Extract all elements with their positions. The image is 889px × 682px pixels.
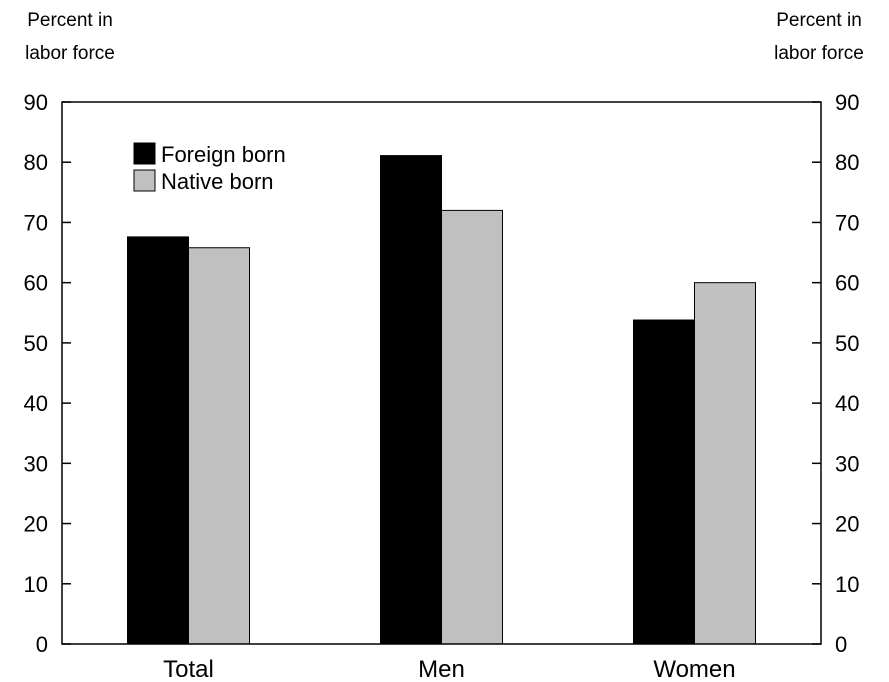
right-tick-label: 90 <box>835 90 859 115</box>
right-tick-label: 50 <box>835 331 859 356</box>
right-tick-label: 20 <box>835 512 859 537</box>
legend: Foreign born Native born <box>133 142 286 194</box>
legend-swatch-native-born <box>133 169 156 192</box>
left-tick-label: 0 <box>36 632 48 657</box>
bar-group <box>127 155 756 645</box>
legend-swatch-foreign-born <box>133 142 156 165</box>
left-axis-title-line1: Percent in <box>27 10 113 31</box>
left-tick-label: 90 <box>24 90 48 115</box>
right-tick-label: 80 <box>835 150 859 175</box>
bar-native-born-women <box>694 282 756 645</box>
left-tick-label: 50 <box>24 331 48 356</box>
bar-foreign-born-men <box>380 155 442 645</box>
plot-frame <box>61 101 822 645</box>
category-label-men: Men <box>418 656 465 682</box>
right-axis-title-line1: Percent in <box>776 10 862 31</box>
bar-native-born-total <box>188 247 250 645</box>
right-tick-label: 70 <box>835 210 859 235</box>
bar-foreign-born-total <box>127 236 189 645</box>
left-tick-label: 80 <box>24 150 48 175</box>
category-label-group: Total Men Women <box>163 656 735 682</box>
legend-label-foreign-born: Foreign born <box>161 142 286 167</box>
legend-label-native-born: Native born <box>161 169 274 194</box>
right-axis-title-line2: labor force <box>774 43 864 64</box>
right-tick-label: 30 <box>835 451 859 476</box>
left-tick-label: 60 <box>24 271 48 296</box>
bar-native-born-men <box>441 209 503 645</box>
bar-foreign-born-women <box>633 319 695 645</box>
left-tick-label: 40 <box>24 391 48 416</box>
category-label-total: Total <box>163 656 214 682</box>
left-axis-title-line2: labor force <box>25 43 115 64</box>
right-tick-label: 40 <box>835 391 859 416</box>
left-tick-label: 30 <box>24 451 48 476</box>
right-tick-label: 10 <box>835 572 859 597</box>
tick-group: 0 0 10 10 20 20 30 30 40 40 50 50 60 60 70 70 80 80 90 90 <box>24 90 860 657</box>
left-tick-label: 10 <box>24 572 48 597</box>
category-label-women: Women <box>653 656 735 682</box>
right-tick-label: 0 <box>835 632 847 657</box>
left-tick-label: 20 <box>24 512 48 537</box>
left-tick-label: 70 <box>24 210 48 235</box>
right-tick-label: 60 <box>835 271 859 296</box>
